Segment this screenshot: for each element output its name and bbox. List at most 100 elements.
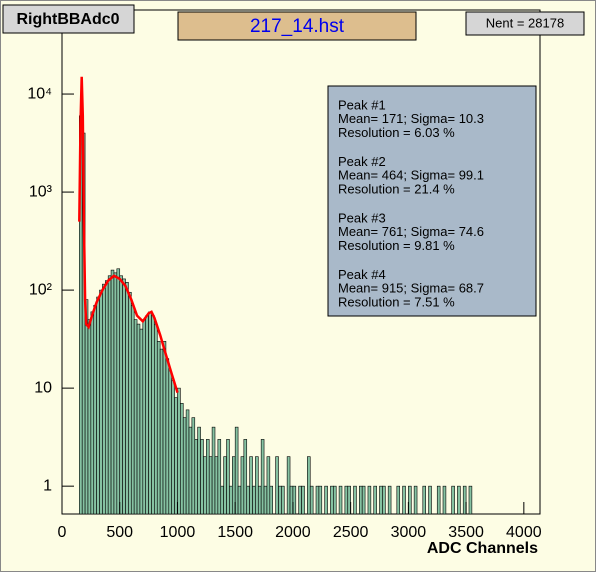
- bar: [243, 439, 248, 515]
- bar: [188, 426, 193, 515]
- bar: [462, 485, 467, 515]
- bar: [278, 485, 282, 515]
- bar: [451, 485, 455, 515]
- bar: [255, 456, 259, 515]
- bar: [457, 485, 461, 515]
- bar: [104, 280, 109, 515]
- bar: [217, 439, 222, 515]
- entries-label: Nent = 28178: [486, 15, 564, 30]
- bar: [422, 485, 426, 515]
- bar: [281, 485, 285, 515]
- bar: [246, 485, 250, 515]
- fit-curve: [78, 76, 179, 393]
- bar: [171, 380, 175, 515]
- x-tick-label: 4000: [506, 524, 542, 541]
- bar: [90, 311, 95, 515]
- chart-title: 217_14.hst: [250, 16, 345, 37]
- bar: [257, 485, 262, 515]
- stats-line: Peak #4: [338, 267, 386, 282]
- bar: [99, 289, 103, 515]
- bar: [185, 409, 190, 515]
- bar: [428, 485, 432, 515]
- stats-line: Resolution = 6.03 %: [338, 125, 455, 140]
- bar: [252, 485, 256, 515]
- bar: [240, 456, 245, 515]
- bar: [373, 485, 377, 515]
- stats-line: Resolution = 7.51 %: [338, 295, 455, 310]
- bar: [315, 485, 320, 515]
- stats-line: Peak #1: [338, 97, 386, 112]
- bar: [211, 426, 216, 515]
- canvas-label-box: [2, 4, 135, 34]
- bar: [214, 456, 219, 515]
- bar: [237, 485, 242, 515]
- x-tick-label: 1000: [160, 524, 196, 541]
- bar: [151, 315, 155, 515]
- bar: [194, 439, 198, 515]
- bar: [182, 417, 187, 515]
- stats-line: Peak #3: [338, 210, 386, 225]
- bar: [145, 315, 149, 515]
- bar: [110, 269, 115, 515]
- x-tick-label: 500: [106, 524, 133, 541]
- canvas-label: RightBBAdc0: [16, 11, 119, 28]
- x-tick-label: 0: [58, 524, 67, 541]
- bar: [107, 275, 112, 515]
- bar: [206, 439, 210, 515]
- bar: [87, 319, 92, 515]
- bar: [234, 426, 239, 515]
- bar: [113, 272, 118, 515]
- bar: [102, 283, 106, 515]
- x-tick-label: 3500: [448, 524, 484, 541]
- bar: [468, 485, 473, 515]
- x-tick-label: 2000: [275, 524, 311, 541]
- bar: [266, 456, 271, 515]
- bar: [130, 304, 135, 515]
- bar: [128, 291, 132, 515]
- bar: [396, 485, 401, 515]
- bar: [180, 403, 184, 515]
- bar: [177, 387, 181, 515]
- bar: [119, 275, 123, 515]
- bar: [292, 485, 297, 515]
- bar: [191, 417, 196, 515]
- bar: [96, 296, 100, 515]
- stats-line: Resolution = 21.4 %: [338, 182, 455, 197]
- bar: [260, 439, 265, 515]
- bar: [387, 485, 392, 515]
- y-tick-label: 10²: [29, 281, 53, 298]
- bar: [229, 485, 233, 515]
- bar: [159, 348, 164, 515]
- bar: [408, 485, 412, 515]
- bar: [324, 485, 328, 515]
- bar: [298, 485, 302, 515]
- bar: [122, 278, 126, 515]
- bar: [353, 485, 357, 515]
- bar: [286, 456, 291, 515]
- bar: [200, 439, 204, 515]
- bar: [226, 439, 230, 515]
- bar: [116, 268, 121, 515]
- stats-box: [327, 85, 537, 317]
- bar: [307, 456, 311, 515]
- bar: [318, 485, 323, 515]
- bar: [344, 485, 349, 515]
- y-tick-label: 10: [34, 379, 52, 396]
- x-tick-label: 1500: [217, 524, 253, 541]
- bar: [359, 485, 363, 515]
- y-tick-label: 10⁴: [27, 85, 52, 102]
- bar: [165, 358, 170, 515]
- bar: [338, 485, 343, 515]
- bar: [208, 456, 213, 515]
- bar: [309, 485, 314, 515]
- y-tick-label: 1: [43, 477, 52, 494]
- bar: [330, 485, 334, 515]
- bar: [168, 370, 172, 515]
- bar: [162, 341, 167, 515]
- bar: [249, 456, 253, 515]
- bar: [125, 282, 129, 515]
- stats-line: Mean= 761; Sigma= 74.6: [338, 224, 484, 239]
- bar: [220, 485, 224, 515]
- title-box: [177, 11, 417, 41]
